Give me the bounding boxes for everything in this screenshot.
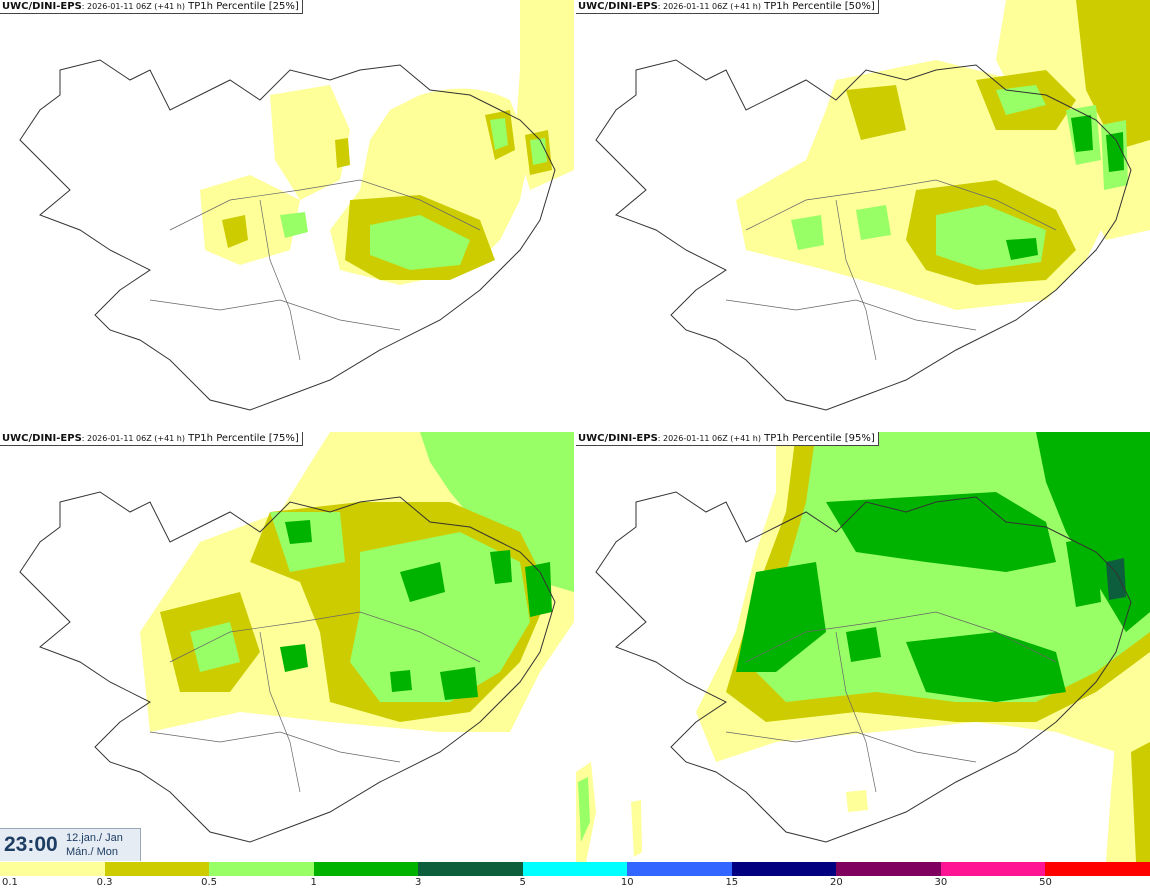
precip-shading	[576, 432, 1150, 862]
iceland-coastline	[595, 59, 1132, 411]
precip-shading	[200, 0, 574, 285]
legend-tick-label: 0.3	[96, 877, 113, 888]
legend-tick-label: 15	[725, 877, 739, 888]
valid-time-clock: 23:00	[4, 833, 58, 856]
legend-color-swatch	[209, 862, 315, 876]
legend-color-swatch	[522, 862, 628, 876]
legend-color-swatch	[836, 862, 942, 876]
legend-color-swatch	[1045, 862, 1150, 876]
panel-divider-horizontal	[0, 430, 1150, 432]
valid-date-line: 12.jan./ Jan	[66, 832, 123, 844]
precip-map-p95	[576, 432, 1150, 862]
legend-tick-label: 0.5	[201, 877, 218, 888]
legend-color-swatch	[418, 862, 524, 876]
legend-tick-label: 50	[1039, 877, 1052, 888]
precip-map-p50	[595, 0, 1150, 411]
legend-tick-label: 3	[414, 877, 422, 888]
precip-shading	[736, 0, 1150, 310]
legend-color-swatch	[731, 862, 837, 876]
valid-time-box: 23:00 12.jan./ Jan Mán./ Mon	[0, 828, 141, 861]
legend-color-swatch	[627, 862, 733, 876]
legend-color-swatch	[0, 862, 105, 876]
map-panel-p75: UWC/DINI-EPS: 2026-01-11 06Z (+41 h) TP1…	[0, 432, 574, 862]
panel-title: UWC/DINI-EPS: 2026-01-11 06Z (+41 h) TP1…	[576, 432, 879, 446]
precip-map-p25	[19, 0, 574, 411]
precip-color-legend: 0.1 0.3 0.5 1 3 5 10 15 20 30 50	[0, 862, 1150, 891]
precip-map-p75	[19, 432, 574, 843]
iceland-coastline	[19, 59, 556, 411]
legend-tick-label: 0.1	[2, 877, 18, 888]
legend-tick-label: 5	[519, 877, 526, 888]
legend-tick-label: 30	[934, 877, 948, 888]
legend-color-swatch	[313, 862, 419, 876]
panel-title: UWC/DINI-EPS: 2026-01-11 06Z (+41 h) TP1…	[0, 432, 303, 446]
legend-tick-label: 1	[310, 877, 317, 888]
iceland-coastline	[19, 491, 556, 843]
iceland-coastline	[595, 491, 1132, 843]
map-panel-p25: UWC/DINI-EPS: 2026-01-11 06Z (+41 h) TP1…	[0, 0, 574, 430]
panel-title: UWC/DINI-EPS: 2026-01-11 06Z (+41 h) TP1…	[576, 0, 879, 14]
legend-color-swatch	[104, 862, 210, 876]
legend-color-swatch	[940, 862, 1046, 876]
map-panel-p50: UWC/DINI-EPS: 2026-01-11 06Z (+41 h) TP1…	[576, 0, 1150, 430]
precip-shading	[140, 432, 574, 732]
valid-weekday-line: Mán./ Mon	[66, 846, 118, 858]
legend-tick-label: 20	[829, 877, 843, 888]
panel-title: UWC/DINI-EPS: 2026-01-11 06Z (+41 h) TP1…	[0, 0, 303, 14]
map-panel-p95: UWC/DINI-EPS: 2026-01-11 06Z (+41 h) TP1…	[576, 432, 1150, 862]
legend-tick-label: 10	[620, 877, 634, 888]
